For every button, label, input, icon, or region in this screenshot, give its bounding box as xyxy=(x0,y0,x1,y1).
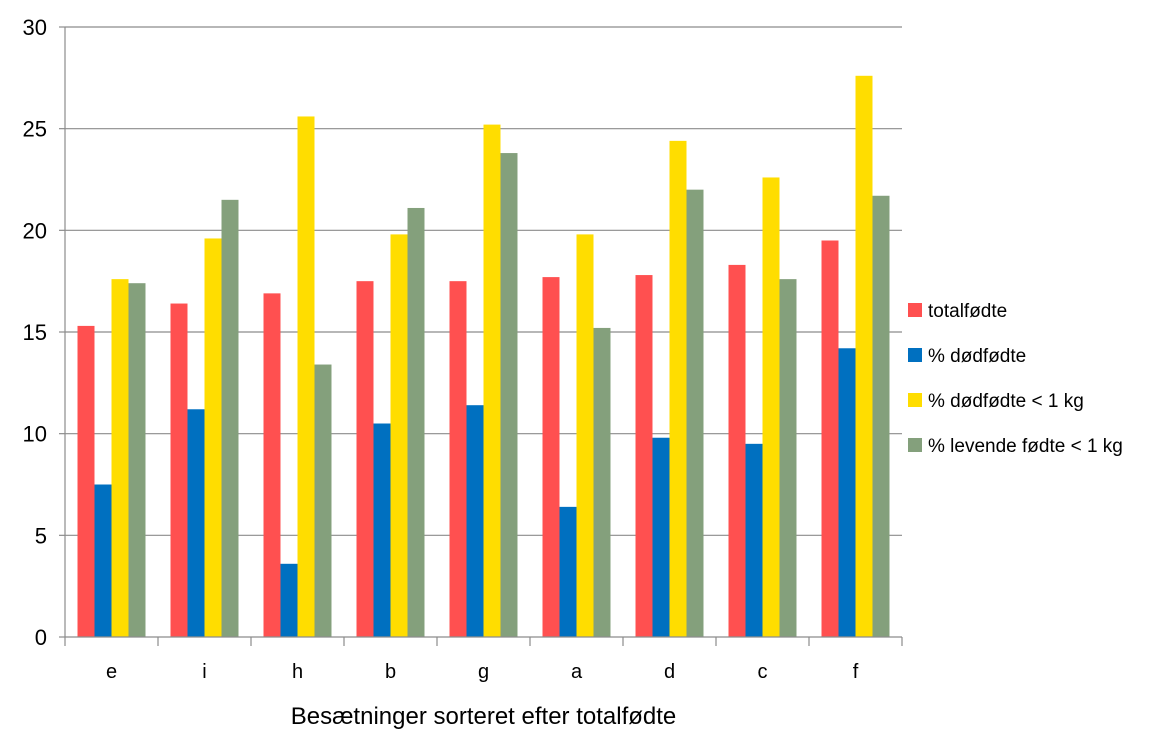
x-axis-label: Besætninger sorteret efter totalfødte xyxy=(291,703,677,730)
bar xyxy=(542,277,560,637)
y-tick-label: 15 xyxy=(23,320,47,345)
bar xyxy=(373,423,391,637)
bar xyxy=(500,153,518,638)
legend-swatch xyxy=(908,348,922,362)
legend-label: % levende fødte < 1 kg xyxy=(928,436,1123,457)
bars xyxy=(77,75,890,638)
bar xyxy=(111,279,129,637)
bar xyxy=(559,506,577,637)
bar xyxy=(356,281,374,637)
bar xyxy=(407,207,425,637)
bar xyxy=(728,264,746,637)
x-tick-label: h xyxy=(292,661,303,683)
bar xyxy=(821,240,839,637)
bar xyxy=(838,348,856,637)
bar xyxy=(263,293,281,637)
legend-label: totalfødte xyxy=(928,301,1007,322)
bar xyxy=(280,563,298,637)
bar xyxy=(314,364,332,637)
x-tick-label: e xyxy=(106,661,117,683)
y-tick-label: 20 xyxy=(23,218,47,243)
y-tick-label: 10 xyxy=(23,422,47,447)
bar xyxy=(855,75,873,638)
x-tick-label: a xyxy=(571,661,583,683)
bar xyxy=(466,405,484,637)
bar xyxy=(204,238,222,637)
legend-swatch xyxy=(908,393,922,407)
x-tick-label: d xyxy=(664,661,675,683)
bar xyxy=(762,177,780,637)
y-tick-label: 30 xyxy=(23,15,47,40)
y-tick-label: 5 xyxy=(35,523,47,548)
bar xyxy=(94,484,112,637)
legend-label: % dødfødte < 1 kg xyxy=(928,391,1084,412)
bar xyxy=(77,325,95,637)
bar xyxy=(187,409,205,637)
y-axis-ticks: 0 5 10 15 20 25 30 xyxy=(23,15,65,650)
x-tick-label: i xyxy=(202,661,206,683)
legend: totalfødte % dødfødte % dødfødte < 1 kg % l… xyxy=(908,301,1123,457)
bar xyxy=(593,327,611,637)
bar xyxy=(128,283,146,637)
legend-label: % dødfødte xyxy=(928,346,1026,367)
legend-swatch xyxy=(908,438,922,452)
bar xyxy=(669,140,687,637)
x-tick-label: b xyxy=(385,661,396,683)
y-tick-label: 25 xyxy=(23,117,47,142)
x-tick-label: f xyxy=(853,661,859,683)
bar xyxy=(635,275,653,637)
bar xyxy=(745,443,763,637)
bar xyxy=(297,116,315,637)
y-tick-label: 0 xyxy=(35,625,47,650)
bar xyxy=(221,199,239,638)
bar xyxy=(872,195,890,637)
x-tick-label: c xyxy=(758,661,768,683)
bar xyxy=(686,189,704,637)
axes xyxy=(64,27,902,638)
bar xyxy=(652,437,670,637)
bar xyxy=(779,279,797,637)
bar xyxy=(483,124,501,638)
legend-swatch xyxy=(908,303,922,317)
bar xyxy=(170,303,188,637)
bar xyxy=(449,281,467,637)
bar xyxy=(390,234,408,637)
bar xyxy=(576,234,594,637)
x-tick-label: g xyxy=(478,661,489,683)
